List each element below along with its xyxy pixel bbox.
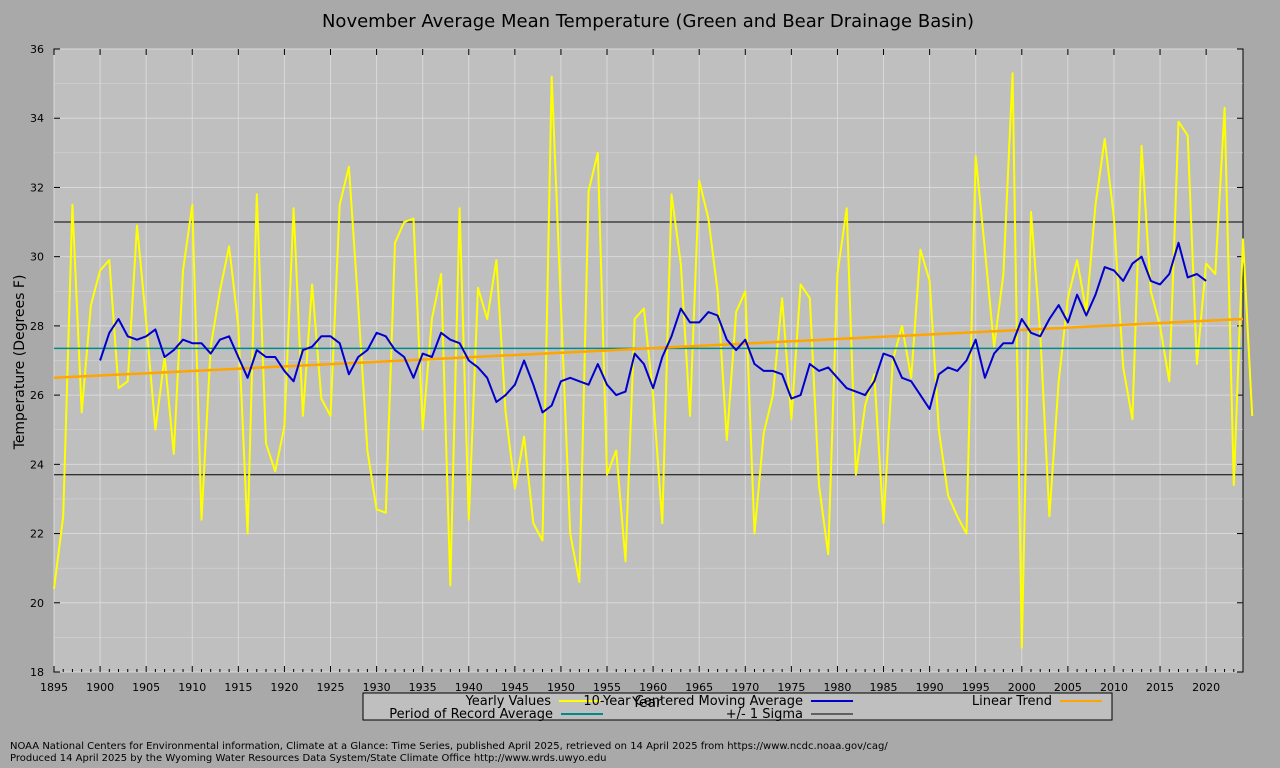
y-tick-label: 26 xyxy=(30,389,44,402)
legend-box xyxy=(362,692,1113,721)
footer-source-note: NOAA National Centers for Environmental … xyxy=(10,741,888,752)
y-tick-label: 20 xyxy=(30,597,44,610)
moving-average-line xyxy=(99,241,1207,414)
x-tick-label: 2015 xyxy=(1146,681,1174,694)
x-tick-label: 1925 xyxy=(317,681,345,694)
x-tick-label: 1965 xyxy=(685,681,713,694)
x-tick-label: 1975 xyxy=(777,681,805,694)
x-tick-label: 1950 xyxy=(547,681,575,694)
x-tick-label: 1955 xyxy=(593,681,621,694)
footer-produced-note: Produced 14 April 2025 by the Wyoming Wa… xyxy=(10,753,607,764)
x-tick-label: 2010 xyxy=(1100,681,1128,694)
y-tick-label: 22 xyxy=(30,528,44,541)
x-axis-label: Year xyxy=(631,695,662,711)
y-tick-label: 18 xyxy=(30,666,44,679)
y-axis-label: Temperature (Degrees F) xyxy=(12,275,28,451)
x-tick-label: 1930 xyxy=(363,681,391,694)
y-tick-label: 36 xyxy=(30,43,44,56)
x-tick-label: 1905 xyxy=(132,681,160,694)
legend-label-sigma: +/- 1 Sigma xyxy=(726,707,803,722)
legend-label-moving-average: 10-Year Centered Moving Average xyxy=(583,694,803,709)
x-tick-label: 1915 xyxy=(224,681,252,694)
grid-lines xyxy=(53,48,1243,673)
legend-label-period-average: Period of Record Average xyxy=(389,707,553,722)
y-axis-ticks: 18 20 22 24 26 28 30 32 34 36 xyxy=(30,43,1243,679)
legend-label-trend: Linear Trend xyxy=(972,694,1052,709)
x-tick-label: 1995 xyxy=(962,681,990,694)
x-tick-label: 2005 xyxy=(1054,681,1082,694)
chart-title: November Average Mean Temperature (Green… xyxy=(322,11,974,32)
x-tick-label: 1935 xyxy=(409,681,437,694)
x-tick-label: 1940 xyxy=(455,681,483,694)
legend: Yearly Values 10-Year Centered Moving Av… xyxy=(362,692,1113,722)
x-tick-label: 1900 xyxy=(86,681,114,694)
y-tick-label: 30 xyxy=(30,251,44,264)
x-tick-label: 1980 xyxy=(823,681,851,694)
x-tick-label: 1945 xyxy=(501,681,529,694)
legend-label-yearly: Yearly Values xyxy=(465,694,552,709)
x-tick-label: 1895 xyxy=(40,681,68,694)
x-tick-label: 1985 xyxy=(870,681,898,694)
y-tick-label: 24 xyxy=(30,458,44,471)
yearly-values-line xyxy=(53,72,1254,649)
y-tick-label: 32 xyxy=(30,181,44,194)
x-tick-label: 2000 xyxy=(1008,681,1036,694)
x-tick-label: 1910 xyxy=(178,681,206,694)
x-axis-ticks: 1895 1900 1905 1910 1915 1920 1925 1930 1935 1940… xyxy=(40,49,1235,694)
x-tick-label: 1960 xyxy=(639,681,667,694)
y-tick-label: 28 xyxy=(30,320,44,333)
x-tick-label: 1920 xyxy=(270,681,298,694)
y-tick-label: 34 xyxy=(30,112,44,125)
x-tick-label: 2020 xyxy=(1192,681,1220,694)
series-layer xyxy=(53,72,1254,649)
x-tick-label: 1970 xyxy=(731,681,759,694)
x-tick-label: 1990 xyxy=(916,681,944,694)
